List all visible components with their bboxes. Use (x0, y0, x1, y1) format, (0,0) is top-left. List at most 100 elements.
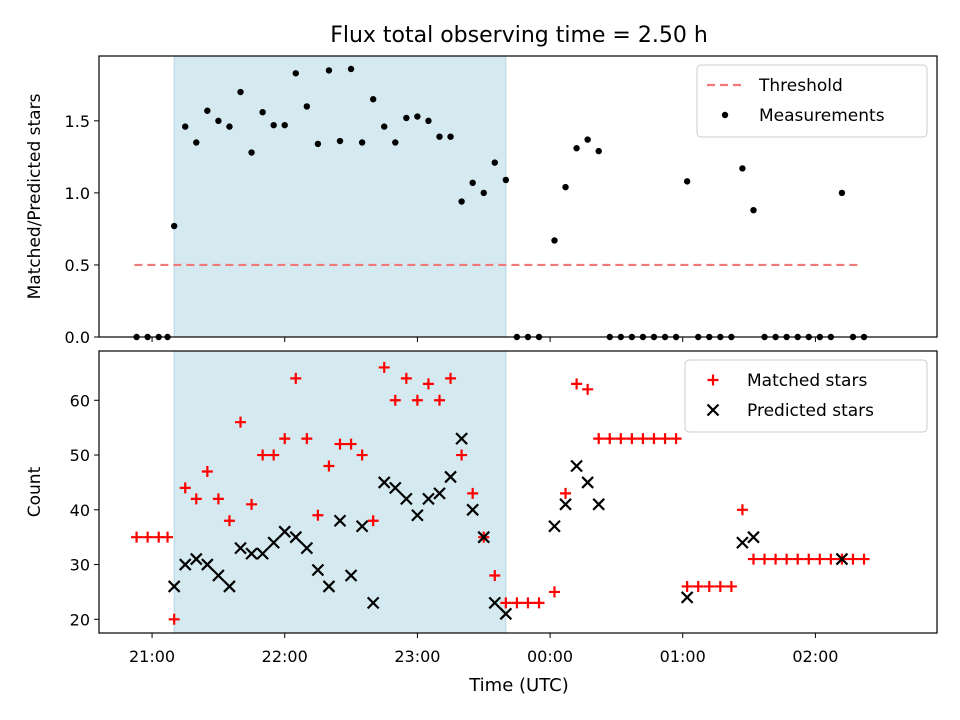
predicted-star-point (366, 596, 380, 610)
y-tick-label: 20 (70, 610, 90, 629)
matched-star-point (445, 372, 457, 384)
predicted-star-point (736, 536, 749, 549)
measurement-point (347, 65, 355, 73)
measurement-point (369, 96, 377, 103)
measurement-point (303, 103, 311, 110)
predicted-star-point (389, 481, 402, 495)
measurement-point (336, 137, 344, 145)
matched-star-point (268, 449, 280, 461)
measurement-point (182, 123, 189, 130)
predicted-star-point (835, 552, 849, 566)
matched-star-point (825, 553, 837, 565)
matched-star-point (626, 433, 638, 445)
predicted-star-point (201, 558, 214, 571)
matched-star-point (378, 361, 390, 373)
predicted-star-point (212, 569, 225, 582)
measurement-point (170, 222, 178, 230)
matched-star-point (168, 613, 180, 625)
predicted-star-point (422, 492, 435, 506)
measurement-point (573, 145, 580, 152)
predicted-star-point (300, 541, 314, 555)
predicted-star-point (570, 459, 583, 473)
x-tick-label: 00:00 (527, 647, 573, 666)
matched-star-point (548, 586, 560, 598)
matched-star-point (703, 580, 715, 592)
matched-star-point (190, 493, 202, 505)
measurement-point (358, 139, 366, 146)
y-tick-label: 0.5 (65, 256, 90, 275)
measurement-point (436, 133, 443, 140)
matched-star-point (615, 433, 627, 445)
predicted-star-point (278, 525, 292, 538)
measurement-point (226, 123, 233, 130)
matched-star-point (560, 487, 572, 499)
matched-star-point (533, 597, 545, 609)
matched-star-point (781, 553, 793, 565)
measurement-point (325, 67, 333, 74)
predicted-star-point (267, 536, 280, 549)
predicted-star-point (466, 503, 479, 517)
matched-star-point (223, 515, 235, 527)
measurement-point (292, 70, 299, 77)
measurement-point (392, 139, 399, 146)
predicted-star-point (377, 476, 391, 489)
measurement-point (502, 176, 510, 184)
matched-star-point (467, 487, 479, 499)
matched-star-point (571, 378, 583, 390)
measurement-point (584, 136, 591, 143)
y-axis-label: Matched/Predicted stars (25, 93, 45, 299)
matched-star-point (648, 433, 660, 445)
matched-star-point (162, 531, 174, 543)
predicted-star-point (311, 563, 325, 577)
predicted-star-point (548, 519, 561, 533)
measurement-point (739, 165, 746, 172)
matched-star-point (814, 553, 826, 565)
matched-star-point (212, 493, 224, 505)
legend-label: Measurements (759, 106, 885, 126)
matched-star-point (422, 378, 434, 390)
y-tick-label: 50 (70, 446, 90, 465)
predicted-star-point (592, 498, 605, 511)
legend-box (696, 64, 928, 138)
y-tick-label: 1.5 (65, 112, 90, 131)
y-tick-label: 1.0 (65, 184, 90, 203)
legend-label: Threshold (758, 76, 843, 96)
predicted-star-point (581, 476, 594, 489)
matched-star-point (500, 597, 512, 609)
predicted-star-point (559, 498, 572, 511)
matched-star-point (489, 570, 501, 582)
axes-frame (98, 55, 938, 338)
axes-frame (98, 350, 938, 634)
matched-star-point (770, 553, 782, 565)
matched-star-point (511, 597, 523, 609)
predicted-star-point (411, 508, 424, 522)
matched-star-point (131, 531, 143, 543)
predicted-star-point (178, 558, 192, 571)
measurement-point (259, 109, 266, 116)
predicted-star-point (234, 541, 247, 555)
matched-star-point (858, 553, 870, 565)
predicted-star-point (680, 591, 694, 604)
matched-star-point (323, 460, 335, 472)
measurement-point (248, 149, 255, 156)
matched-star-point (411, 394, 423, 406)
measurement-point (683, 178, 691, 185)
matched-star-point (604, 433, 616, 445)
x-tick-label: 22:00 (262, 647, 308, 666)
matched-star-point (389, 394, 401, 406)
predicted-star-point (400, 492, 413, 506)
matched-star-point (179, 482, 191, 494)
matched-star-point (434, 394, 446, 406)
matched-star-point (345, 438, 357, 450)
x-tick-label: 01:00 (660, 647, 706, 666)
matched-star-point (400, 372, 412, 384)
matched-star-point (725, 580, 737, 592)
measurement-point (838, 189, 846, 197)
matched-star-point (201, 465, 213, 477)
measurement-point (562, 183, 569, 191)
matched-star-point (367, 515, 379, 527)
matched-star-point (803, 553, 815, 565)
top-panel: 0.0 0.5 1.0 1.5 Matched/Predicted stars Thres… (25, 55, 938, 347)
matched-star-point (659, 433, 671, 445)
measurement-point (381, 123, 388, 130)
